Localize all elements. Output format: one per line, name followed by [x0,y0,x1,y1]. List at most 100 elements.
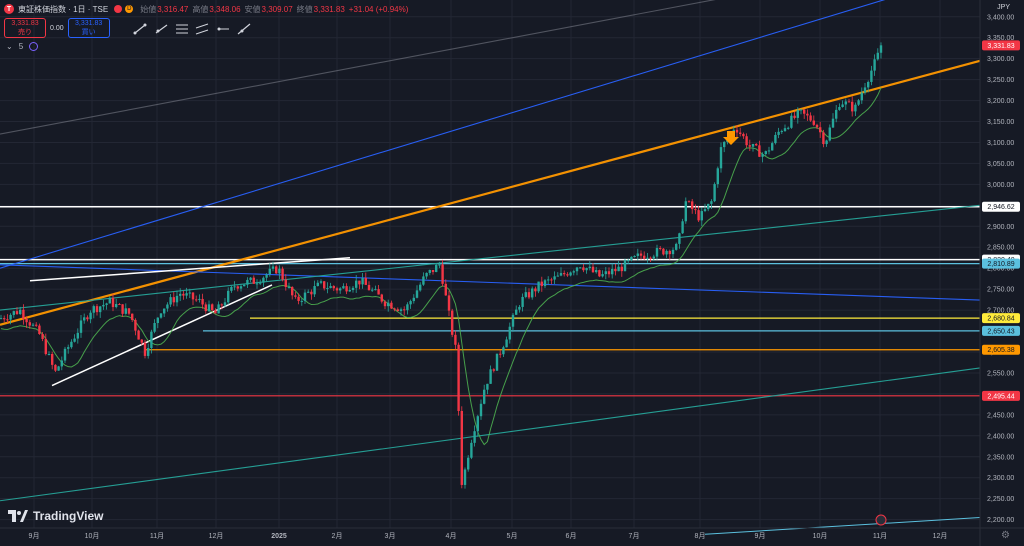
candle-body [364,277,367,285]
candle-body [390,302,393,309]
candle-body [201,298,204,305]
candle-body [182,293,185,296]
candle-body [627,260,630,262]
candle-body [191,292,195,300]
currency-label[interactable]: JPY [997,4,1010,11]
candle-body [495,353,499,371]
time-axis-label: 12月 [933,532,948,540]
candle-body [262,277,265,283]
time-axis-label: 6月 [566,532,577,540]
price-axis-label: 3,200.00 [987,98,1014,105]
sell-button[interactable]: 3,331.83 売り [4,18,46,38]
candle-body [422,276,425,285]
gear-icon[interactable]: ⚙ [1001,530,1010,541]
candle-body [140,339,143,343]
candle-body [607,271,611,275]
candle-body [719,147,723,169]
candle-body [377,289,380,295]
candle-body [252,277,255,284]
candle-body [35,324,38,326]
candle-body [796,110,799,118]
brand-name: TradingView [33,509,104,523]
candle-body [115,303,118,308]
price-tag-text: 2,680.84 [987,316,1014,323]
candle-body [287,286,291,288]
candle-body [819,127,822,133]
candle-body [22,309,25,319]
time-axis-label: 7月 [629,532,640,540]
candle-body [227,290,230,303]
candle-body [361,277,364,285]
candle-body [550,279,553,281]
symbol-title[interactable]: 東証株価指数 · 1日 · TSE [18,4,109,14]
horizontal-ray-icon[interactable] [215,20,232,38]
ray-icon[interactable] [153,20,170,38]
candle-body [223,302,227,306]
candle-body [86,317,89,320]
candle-body [0,318,3,320]
candle-body [28,322,31,326]
candle-body [572,271,575,273]
time-axis[interactable]: 9月 10月 11月 12月 2025 2月 3月 4月 5月 6月 7月 8月 9月 10月 11月 12月 [0,527,1024,540]
candle-body [521,296,524,307]
time-axis-label: 10月 [85,532,100,540]
candle-body [367,284,371,291]
candle-body [790,115,793,128]
candle-body [409,301,412,305]
down-arrow-icon [723,131,739,145]
candle-body [582,267,585,271]
candle-body [169,297,172,305]
spread-value: 0.00 [50,24,64,32]
wedge-upper-line [29,256,351,282]
fib-icon[interactable] [173,20,190,38]
parallel-channel-icon[interactable] [194,20,211,38]
candle-body [844,101,847,105]
event-flash-icon [875,514,887,526]
time-axis-label: 12月 [209,532,224,540]
candle-body [12,311,15,315]
candle-body [569,272,572,276]
trendline-icon[interactable] [132,20,149,38]
chevron-down-icon[interactable]: ⌄ [6,42,13,51]
candle-body [540,281,543,287]
time-axis-label: 4月 [446,532,457,540]
candle-body [249,277,252,280]
buy-button[interactable]: 3,331.83 買い [67,18,110,38]
price-axis[interactable]: 3,400.00 3,350.00 3,300.00 3,250.00 3,200.00… [979,0,1014,546]
candle-body [38,325,41,335]
extended-line-icon[interactable] [235,20,252,38]
candle-body [230,286,233,291]
candle-body [489,369,492,384]
candle-body [639,253,643,256]
candle-body [531,288,534,298]
indicator-settings-icon[interactable] [29,42,39,51]
candle-body [515,309,518,315]
price-tag-bg [982,201,1020,212]
sell-label: 売り [18,29,32,36]
time-axis-label: 11月 [873,532,887,540]
candle-body [755,144,758,146]
candle-body [303,292,307,301]
candle-body [835,109,838,119]
candle-body [19,309,22,315]
candle-body [758,145,761,157]
candle-body [156,317,159,323]
candle-body [278,268,281,274]
candle-body [633,255,636,257]
candle-body [492,369,495,371]
time-axis-label: 9月 [29,532,40,540]
candle-body [121,304,124,314]
candle-body [591,266,595,273]
candle-body [451,310,454,335]
teal-bottom-line [704,517,981,535]
candle-body [233,286,236,288]
price-axis-label: 2,800.00 [987,266,1014,273]
candle-body [687,201,691,203]
price-axis-label: 2,350.00 [987,454,1014,461]
candle-body [614,268,617,272]
candle-body [447,295,451,311]
candle-body [70,341,73,348]
candle-body [188,292,191,294]
candle-body [159,313,163,318]
